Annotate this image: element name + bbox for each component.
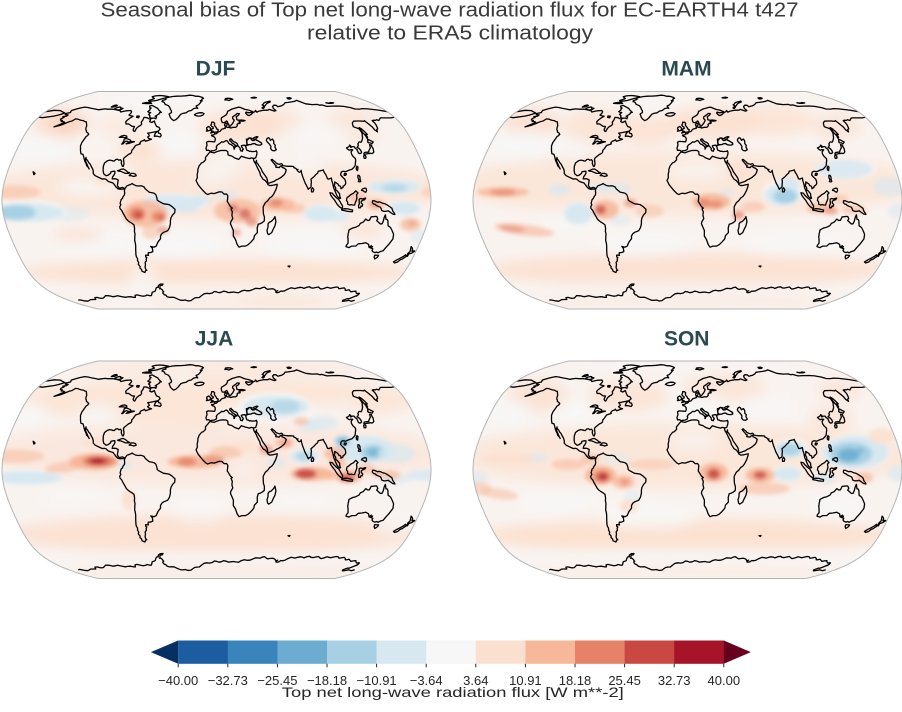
svg-text:−3.64: −3.64: [410, 673, 443, 688]
svg-text:−25.45: −25.45: [257, 673, 297, 688]
svg-text:3.64: 3.64: [463, 673, 488, 688]
svg-text:DJF: DJF: [196, 57, 236, 80]
svg-text:SON: SON: [664, 327, 710, 350]
svg-text:25.45: 25.45: [608, 673, 641, 688]
svg-text:18.18: 18.18: [559, 673, 592, 688]
svg-text:Top net long-wave radiation fl: Top net long-wave radiation flux [W m**-…: [282, 684, 624, 700]
svg-text:Seasonal bias of Top net long-: Seasonal bias of Top net long-wave radia…: [101, 0, 799, 22]
svg-text:relative to ERA5 climatology: relative to ERA5 climatology: [307, 23, 593, 45]
svg-text:32.73: 32.73: [658, 673, 691, 688]
svg-text:10.91: 10.91: [509, 673, 542, 688]
svg-text:−40.00: −40.00: [158, 673, 198, 688]
svg-text:MAM: MAM: [661, 57, 711, 80]
svg-text:−18.18: −18.18: [307, 673, 347, 688]
svg-text:JJA: JJA: [195, 327, 234, 350]
svg-text:40.00: 40.00: [708, 673, 741, 688]
svg-text:−32.73: −32.73: [208, 673, 248, 688]
svg-text:−10.91: −10.91: [357, 673, 397, 688]
